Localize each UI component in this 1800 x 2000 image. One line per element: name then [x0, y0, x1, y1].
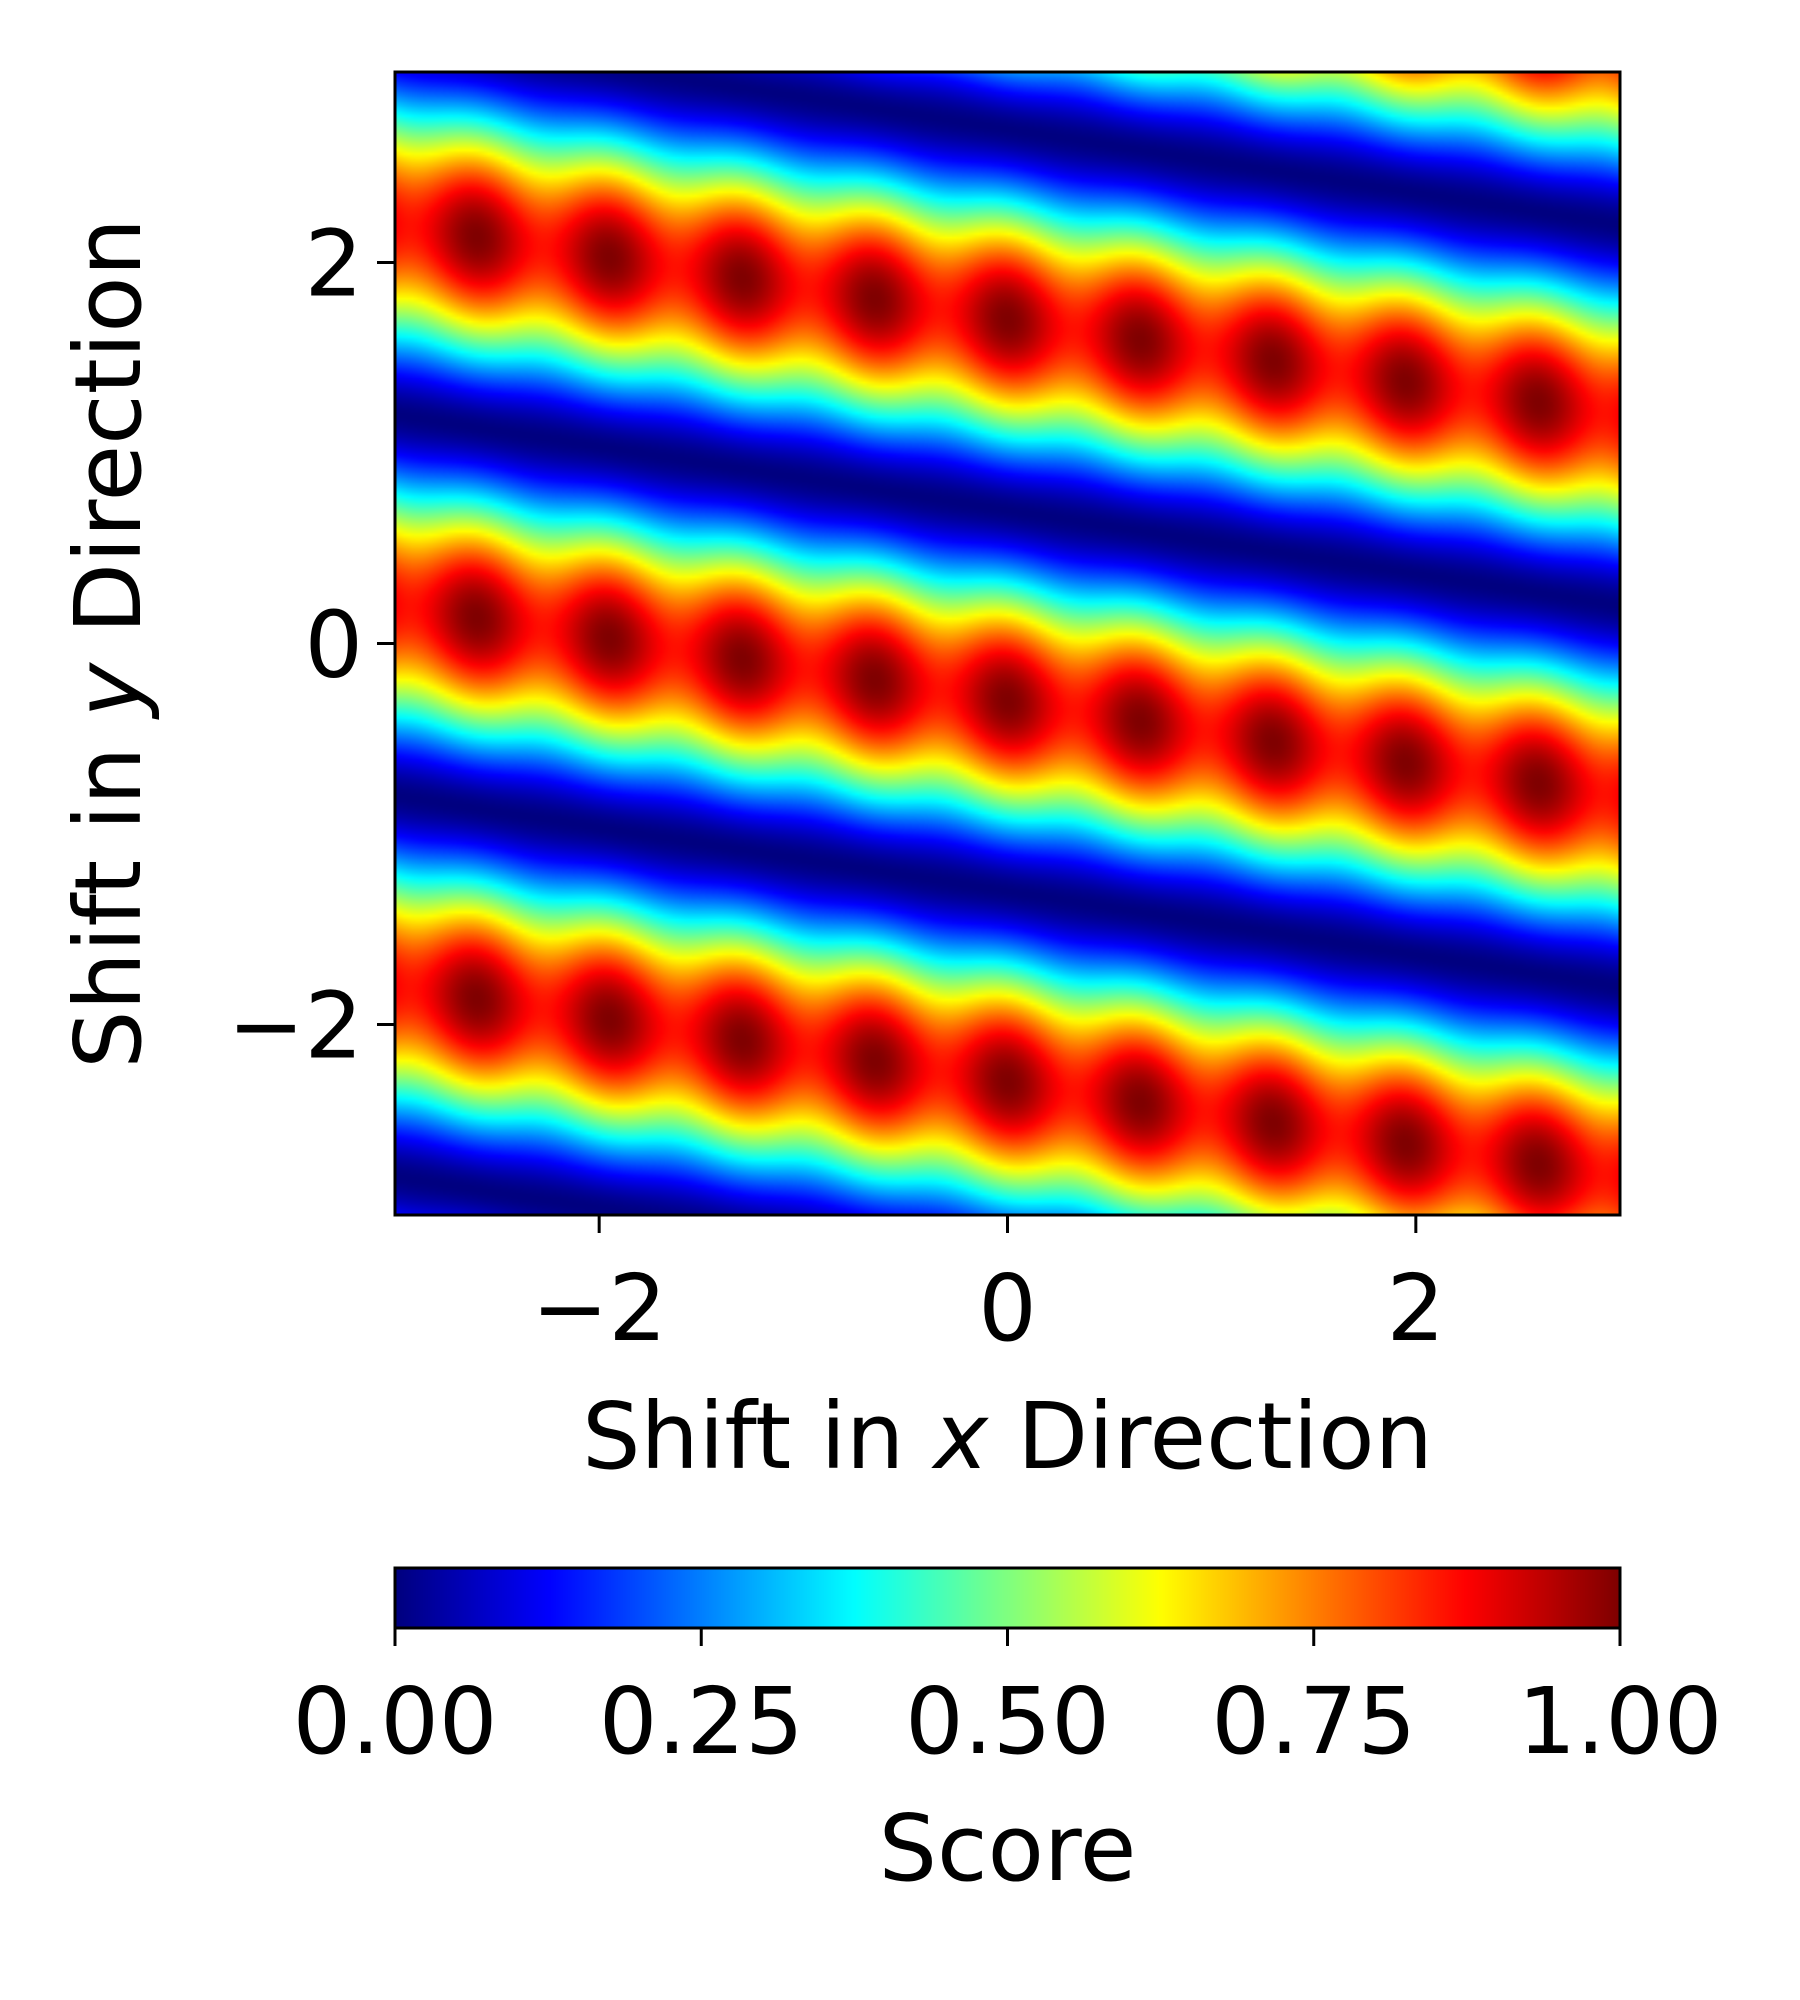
colorbar-frame: [393, 1566, 1622, 1630]
y-tick-label: 0: [304, 592, 363, 699]
colorbar-gradient: [395, 1568, 1620, 1628]
colorbar-ticks: 0.00 0.25 0.50 0.75 1.00: [293, 1628, 1723, 1775]
y-axis-ticks: −2 0 2: [227, 211, 395, 1080]
colorbar-tick-label: 0.00: [293, 1668, 498, 1775]
plot-frame: [393, 70, 1622, 1217]
colorbar-tick-label: 0.25: [599, 1668, 804, 1775]
x-axis-label-suffix: Direction: [988, 1383, 1433, 1490]
x-axis-label: Shift in x Direction: [582, 1383, 1433, 1490]
x-axis-label-var: x: [931, 1383, 990, 1490]
y-axis-label: Shift in y Direction: [55, 218, 162, 1069]
x-tick-label: 0: [978, 1255, 1037, 1362]
x-axis-ticks: −2 0 2: [531, 1215, 1445, 1362]
y-axis-label-suffix: Direction: [55, 218, 162, 663]
y-axis-label-var: y: [55, 661, 162, 720]
colorbar-tick-label: 0.50: [905, 1668, 1110, 1775]
colorbar-label: Score: [879, 1795, 1137, 1902]
x-axis-label-prefix: Shift in: [582, 1383, 933, 1490]
y-tick-label: −2: [227, 973, 363, 1080]
x-tick-label: 2: [1387, 1255, 1446, 1362]
y-axis-label-prefix: Shift in: [55, 717, 162, 1068]
heatmap-image: [395, 72, 1620, 1215]
colorbar-tick-label: 0.75: [1211, 1668, 1416, 1775]
colorbar-tick-label: 1.00: [1518, 1668, 1723, 1775]
x-tick-label: −2: [531, 1255, 667, 1362]
y-tick-label: 2: [304, 211, 363, 318]
